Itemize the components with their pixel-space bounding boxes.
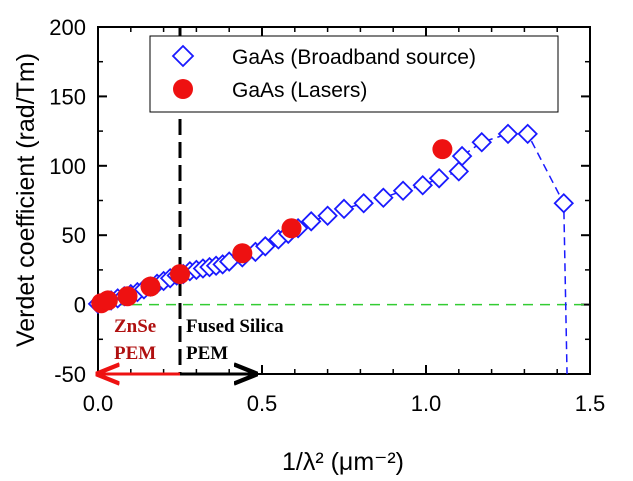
broadband-point xyxy=(317,205,338,227)
y-tick-label: 50 xyxy=(62,223,86,248)
x-axis-title: 1/λ² (μm⁻²) xyxy=(282,448,404,476)
broadband-point xyxy=(448,161,470,182)
laser-point xyxy=(232,243,253,264)
series-layer xyxy=(87,123,575,375)
legend-diamond-marker xyxy=(171,44,195,68)
legend-circle-marker xyxy=(173,79,193,99)
tick-labels: 0.0 0.5 1.0 1.5 -50 0 50 100 150 200 xyxy=(49,15,605,416)
y-tick-label: -50 xyxy=(54,362,86,387)
broadband-point xyxy=(353,193,374,214)
legend-label-broadband: GaAs (Broadband source) xyxy=(232,46,476,69)
laser-point xyxy=(97,290,118,311)
broadband-point xyxy=(553,193,575,214)
y-axis-title: Verdet coefficient (rad/Tm) xyxy=(12,53,40,347)
laser-point xyxy=(117,286,138,307)
broadband-point xyxy=(497,123,519,145)
x-tick-label: 0.0 xyxy=(83,391,114,416)
y-tick-label: 150 xyxy=(49,84,86,109)
fused-silica-pem-label: PEM xyxy=(186,343,228,364)
x-tick-label: 0.5 xyxy=(247,391,278,416)
broadband-point xyxy=(392,180,414,202)
znse-label: ZnSe xyxy=(114,316,156,337)
annotation-layer: ZnSe PEM Fused Silica PEM xyxy=(98,316,284,374)
broadband-point xyxy=(373,187,394,208)
broadband-point xyxy=(255,236,276,257)
legend: GaAs (Broadband source) GaAs (Lasers) xyxy=(149,35,559,113)
broadband-series-line xyxy=(97,133,568,375)
y-tick-label: 200 xyxy=(49,15,86,40)
broadband-point xyxy=(428,168,450,189)
y-tick-label: 100 xyxy=(49,154,86,179)
x-tick-label: 1.5 xyxy=(575,391,606,416)
laser-point xyxy=(140,276,161,297)
broadband-point xyxy=(517,123,538,145)
x-tick-label: 1.0 xyxy=(411,391,442,416)
znse-pem-label: PEM xyxy=(114,343,156,364)
laser-point xyxy=(281,218,302,239)
fused-silica-label: Fused Silica xyxy=(186,316,284,337)
broadband-point xyxy=(333,198,355,220)
legend-box xyxy=(149,35,559,113)
broadband-point xyxy=(412,174,433,196)
laser-point xyxy=(170,264,190,285)
broadband-point xyxy=(471,131,493,153)
broadband-point xyxy=(451,145,473,167)
broadband-point xyxy=(300,211,322,232)
y-tick-label: 0 xyxy=(74,293,86,318)
legend-label-lasers: GaAs (Lasers) xyxy=(232,79,367,102)
laser-point xyxy=(432,139,453,160)
